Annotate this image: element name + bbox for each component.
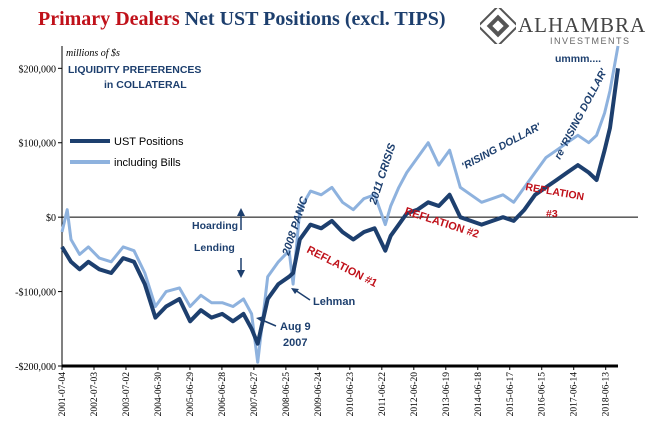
x-tick-label: 2010-06-23 (346, 372, 356, 417)
series-line-including-bills (60, 45, 620, 364)
aug9-arrow-head (256, 316, 264, 322)
title-part-red: Primary Dealers (38, 8, 180, 30)
chart-title: Primary Dealers Net UST Positions (excl.… (38, 8, 446, 31)
annotation-label: LIQUIDITY PREFERENCES (68, 64, 201, 76)
annotation-label: Aug 9 (280, 321, 311, 333)
units-note: millions of $s (66, 48, 120, 59)
x-tick-label: 2002-07-03 (90, 372, 100, 417)
x-tick-label: 2015-06-17 (506, 372, 516, 417)
x-tick-label: 2005-06-29 (186, 372, 196, 417)
lehman-arrow-head (291, 288, 299, 294)
x-tick-label: 2017-06-14 (570, 372, 580, 417)
annotation-label: Hoarding (192, 220, 238, 232)
x-tick-label: 2018-06-13 (602, 372, 612, 417)
x-tick-label: 2011-06-22 (378, 372, 388, 416)
x-tick-label: 2007-06-27 (250, 372, 260, 417)
legend-label: UST Positions (114, 136, 184, 148)
annotation-label: REFLATION #2 (403, 205, 480, 240)
annotation-label: Lending (194, 242, 235, 254)
aug9-arrow (261, 319, 277, 327)
y-tick-label: -$200,000 (15, 362, 56, 373)
x-tick-label: 2016-06-15 (538, 372, 548, 417)
title-part-blue: Net UST Positions (excl. TIPS) (184, 8, 446, 30)
x-tick-label: 2008-06-25 (282, 372, 292, 417)
x-tick-label: 2014-06-18 (474, 372, 484, 417)
x-tick-label: 2009-06-24 (314, 372, 324, 417)
y-tick-label: $100,000 (19, 139, 57, 150)
annotation-label: Lehman (313, 296, 355, 308)
x-tick-label: 2001-07-04 (58, 372, 68, 417)
lehman-arrow (294, 289, 311, 301)
annotation-label: 'RISING DOLLAR' (460, 121, 544, 173)
annotation-label: #3 (546, 208, 558, 220)
x-tick-label: 2003-07-02 (122, 372, 132, 417)
y-tick-label: $0 (46, 213, 56, 224)
y-tick-label: -$100,000 (15, 288, 56, 299)
y-tick-label: $200,000 (19, 64, 57, 75)
annotation-label: re 'RISING DOLLAR' (552, 66, 610, 161)
logo-name: ALHAMBRA (518, 13, 647, 37)
x-tick-label: 2012-06-20 (410, 372, 420, 417)
annotation-label: REFLATION #1 (305, 244, 379, 290)
logo-sub: INVESTMENTS (550, 36, 631, 46)
alhambra-logo-icon (480, 8, 516, 44)
hoarding-arrow-head (237, 208, 245, 216)
series-line-ust-positions (60, 68, 620, 346)
lending-arrow-head (237, 270, 245, 278)
x-tick-label: 2004-06-30 (154, 372, 164, 417)
x-tick-label: 2006-06-28 (218, 372, 228, 417)
annotation-label: in COLLATERAL (104, 79, 187, 91)
legend-label: including Bills (114, 157, 181, 169)
annotation-label: ummm.... (555, 53, 601, 65)
x-tick-label: 2013-06-19 (442, 372, 452, 417)
annotation-label: 2007 (283, 337, 307, 349)
